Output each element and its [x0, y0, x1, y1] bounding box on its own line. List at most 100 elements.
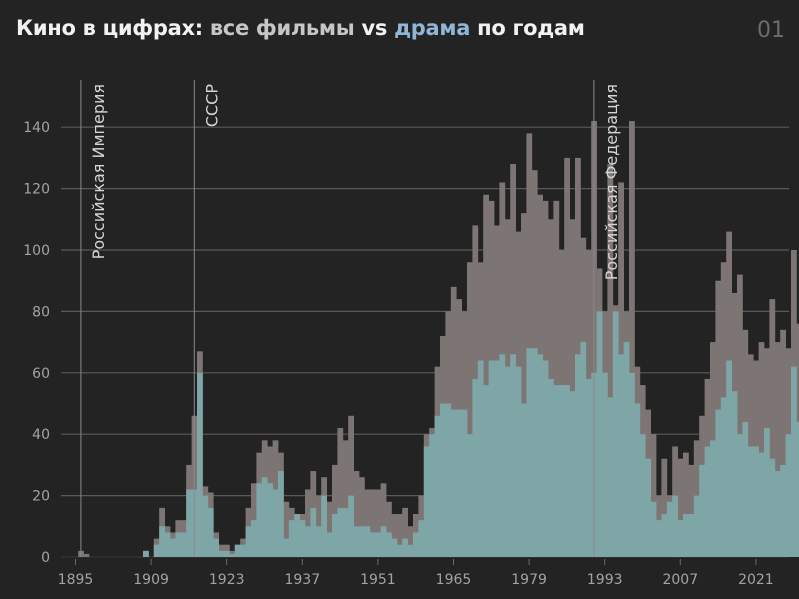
bar-drama: [710, 440, 716, 557]
bar-drama: [531, 348, 538, 557]
bar-drama: [278, 471, 284, 557]
bar-drama: [537, 354, 543, 557]
bar-all-films: [326, 501, 333, 557]
bar-drama: [337, 507, 344, 557]
bar-drama: [359, 526, 365, 557]
title-drama: драма: [394, 16, 471, 40]
bar-all-films: [564, 157, 570, 557]
bar-drama: [240, 544, 246, 557]
bar-drama: [283, 538, 290, 557]
era-label: Российская Федерация: [602, 84, 621, 280]
bar-drama: [688, 514, 695, 557]
bar-all-films: [526, 133, 533, 557]
bar-drama: [731, 391, 738, 557]
bar-drama: [267, 483, 273, 557]
bar-drama: [488, 360, 495, 557]
bar-drama: [445, 403, 452, 557]
bar-all-films: [337, 428, 344, 557]
x-tick-label: 1993: [587, 572, 623, 588]
bar-drama: [207, 507, 214, 557]
bar-all-films: [348, 415, 354, 557]
bar-drama: [510, 354, 516, 557]
bar-drama: [504, 366, 511, 557]
bar-drama: [294, 514, 300, 557]
bar-drama: [521, 403, 527, 557]
bar-drama: [229, 553, 236, 557]
x-tick-label: 2007: [662, 572, 698, 588]
bar-drama: [342, 507, 349, 557]
title-all-films: все фильмы: [209, 16, 355, 40]
bar-drama: [186, 489, 192, 557]
bar-drama: [261, 477, 268, 557]
bar-drama: [548, 378, 554, 557]
bar-drama: [656, 520, 662, 557]
bar-drama: [348, 495, 354, 557]
bar-drama: [467, 434, 473, 557]
bar-all-films: [396, 514, 403, 557]
title-vs: vs: [361, 16, 388, 40]
bar-drama: [747, 446, 754, 557]
bar-drama: [413, 532, 419, 557]
title-prefix: Кино в цифрах:: [16, 16, 203, 40]
y-tick-label: 0: [41, 550, 50, 566]
bar-drama: [143, 550, 149, 557]
bar-drama: [332, 514, 338, 557]
bar-drama: [386, 532, 392, 557]
page-number: 01: [757, 18, 785, 43]
bar-all-films: [342, 440, 349, 557]
bar-drama: [159, 526, 165, 557]
bar-all-films: [380, 483, 387, 557]
bar-drama: [353, 526, 360, 557]
bar-drama: [364, 526, 371, 557]
bar-drama: [245, 526, 252, 557]
x-tick-label: 1923: [209, 572, 245, 588]
bar-drama: [639, 434, 646, 557]
bar-drama: [175, 532, 182, 557]
bar-drama: [526, 348, 533, 557]
x-tick-label: 1979: [511, 572, 547, 588]
bar-drama: [197, 372, 203, 557]
bar-all-films: [774, 342, 781, 557]
bar-drama: [553, 385, 560, 557]
bar-drama: [769, 458, 776, 557]
bar-drama: [737, 434, 743, 557]
bar-all-films: [402, 507, 408, 557]
bar-drama: [256, 483, 263, 557]
bar-drama: [704, 446, 711, 557]
bar-drama: [677, 520, 684, 557]
x-axis-ticks: 1895 1909 1923 1937 1951 1965 1979 1993 2007 2021: [58, 559, 774, 588]
bar-drama: [499, 354, 506, 557]
bar-drama: [672, 495, 678, 557]
era-label: СССР: [202, 84, 221, 128]
bar-drama: [726, 360, 732, 557]
bar-drama: [418, 520, 425, 557]
bar-all-films: [758, 342, 765, 557]
bar-drama: [456, 409, 462, 557]
bar-drama: [402, 538, 408, 557]
bar-drama: [315, 526, 322, 557]
bar-drama: [623, 342, 630, 557]
gridlines: [61, 126, 789, 558]
bar-drama: [720, 397, 727, 557]
bar-drama: [494, 360, 500, 557]
bar-drama: [683, 514, 689, 557]
y-tick-label: 60: [32, 366, 50, 382]
bar-drama: [461, 409, 468, 557]
bar-all-films: [629, 121, 635, 557]
bar-drama: [742, 421, 749, 557]
bar-drama: [618, 354, 624, 557]
y-tick-label: 140: [23, 120, 50, 136]
bar-drama: [791, 366, 797, 557]
y-tick-label: 120: [23, 182, 50, 198]
bar-drama: [164, 532, 171, 557]
bar-drama: [288, 520, 295, 557]
bar-drama: [272, 489, 279, 557]
bar-all-films: [386, 501, 392, 557]
bar-drama: [666, 501, 673, 557]
bar-drama: [596, 311, 603, 557]
bar-drama: [575, 354, 581, 557]
bar-all-films: [369, 489, 376, 557]
bar-drama: [380, 526, 387, 557]
chart-title: Кино в цифрах: все фильмы vs драма по го…: [16, 16, 585, 40]
